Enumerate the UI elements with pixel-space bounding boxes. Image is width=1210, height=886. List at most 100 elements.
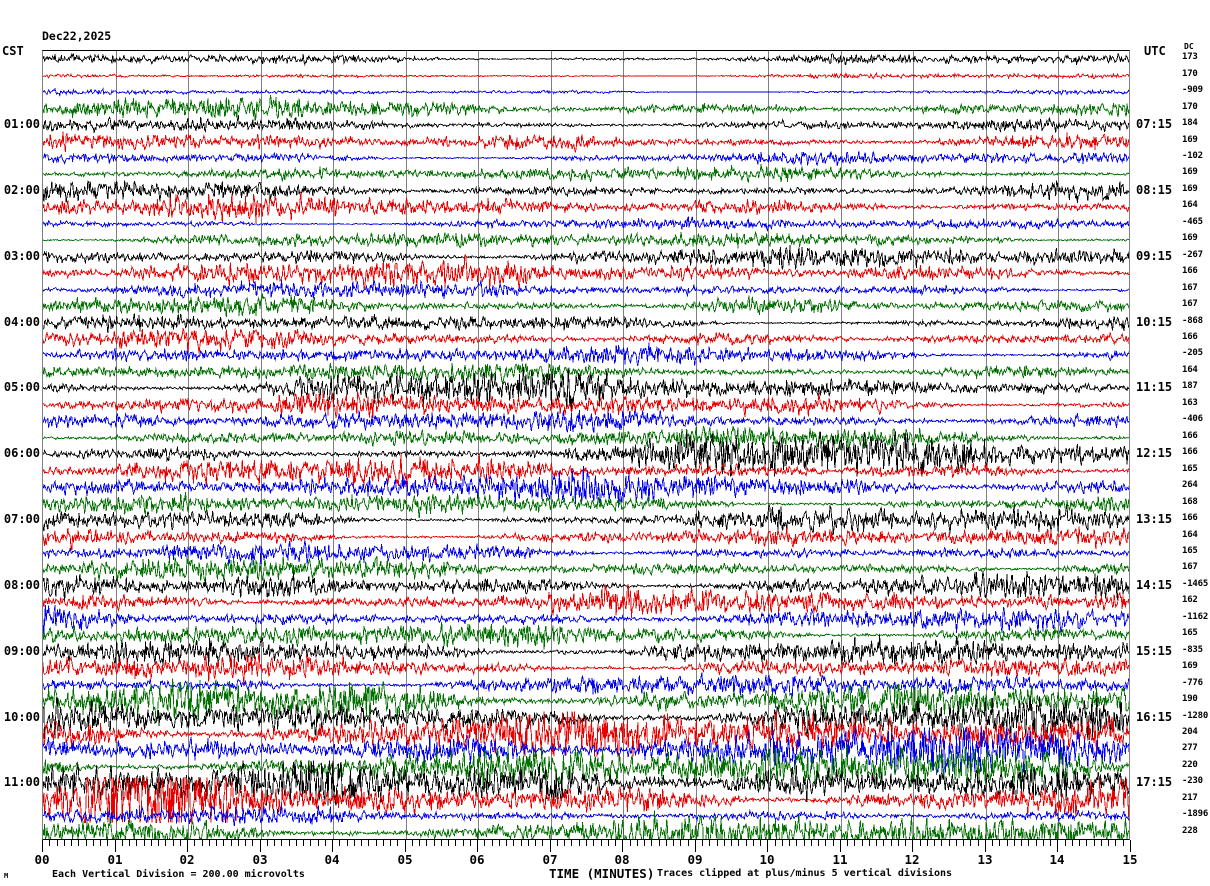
- trace-row: [43, 546, 1129, 592]
- gridline-minute-13: [986, 51, 987, 839]
- dc-value: 165: [1182, 463, 1198, 474]
- x-tick-minor: [811, 840, 812, 846]
- dc-value: 166: [1182, 430, 1198, 441]
- trace-row: [43, 168, 1129, 214]
- x-tick-minor: [194, 840, 195, 846]
- x-tick-minor: [165, 840, 166, 846]
- trace-row: [43, 217, 1129, 263]
- trace-row: [43, 810, 1129, 839]
- x-tick-minor: [542, 840, 543, 846]
- trace-row: [43, 514, 1129, 560]
- x-tick-minor: [1115, 840, 1116, 846]
- dc-value: 166: [1182, 266, 1198, 277]
- dc-value: 220: [1182, 759, 1198, 770]
- x-tick-major: [115, 840, 116, 852]
- x-tick-label: 01: [107, 852, 123, 867]
- dc-value: 184: [1182, 118, 1198, 129]
- x-tick-major: [1130, 840, 1131, 852]
- x-axis: 00 01 02 03 04 05 06 07 08 09 10 11 12 13 14 15: [34, 840, 1138, 867]
- hour-label-utc: 13:15: [1136, 512, 1173, 527]
- trace-row: [43, 415, 1129, 461]
- x-tick-major: [622, 840, 623, 852]
- trace-row: [43, 464, 1129, 510]
- x-tick-minor: [1108, 840, 1109, 846]
- x-tick-minor: [180, 840, 181, 846]
- x-tick-minor: [64, 840, 65, 846]
- x-tick-minor: [281, 840, 282, 846]
- x-tick-minor: [78, 840, 79, 846]
- dc-value: 170: [1182, 101, 1198, 112]
- dc-value: 187: [1182, 381, 1198, 392]
- gridline-minute-05: [406, 51, 407, 839]
- x-tick-minor: [637, 840, 638, 846]
- x-tick-minor: [630, 840, 631, 846]
- x-tick-minor: [535, 840, 536, 846]
- trace-row: [43, 267, 1129, 313]
- x-tick-minor: [528, 840, 529, 846]
- x-tick-minor: [136, 840, 137, 846]
- dc-value: 165: [1182, 545, 1198, 556]
- corner-glyph: M: [4, 872, 9, 880]
- x-tick-minor: [717, 840, 718, 846]
- x-tick-minor: [673, 840, 674, 846]
- hour-label-cst: 06:00: [3, 446, 40, 461]
- x-tick-minor: [1014, 840, 1015, 846]
- x-tick-minor: [296, 840, 297, 846]
- hour-label-utc: 11:15: [1136, 380, 1173, 395]
- hour-label-utc: 10:15: [1136, 314, 1173, 329]
- dc-value: -1162: [1182, 611, 1209, 622]
- dc-value: 173: [1182, 52, 1198, 63]
- trace-row: [43, 151, 1129, 197]
- x-tick-minor: [202, 840, 203, 846]
- trace-row: [43, 727, 1129, 774]
- trace-row: [43, 398, 1129, 444]
- x-tick-minor: [796, 840, 797, 846]
- x-tick-minor: [1086, 840, 1087, 846]
- x-tick-minor: [709, 840, 710, 846]
- trace-row: [43, 53, 1129, 99]
- x-tick-major: [767, 840, 768, 852]
- trace-row: [43, 382, 1129, 428]
- x-tick-minor: [571, 840, 572, 846]
- dc-value: 163: [1182, 397, 1198, 408]
- x-tick-minor: [963, 840, 964, 846]
- trace-row: [43, 776, 1129, 823]
- x-tick-minor: [949, 840, 950, 846]
- x-tick-minor: [310, 840, 311, 846]
- dc-value: -835: [1182, 644, 1203, 655]
- x-tick-minor: [941, 840, 942, 846]
- trace-row: [43, 760, 1129, 806]
- x-tick-minor: [151, 840, 152, 846]
- x-tick-minor: [231, 840, 232, 846]
- dc-value: 169: [1182, 183, 1198, 194]
- x-tick-minor: [209, 840, 210, 846]
- x-tick-minor: [847, 840, 848, 846]
- x-tick-minor: [782, 840, 783, 846]
- x-tick-label: 07: [542, 852, 558, 867]
- x-tick-major: [42, 840, 43, 852]
- x-tick-minor: [586, 840, 587, 846]
- dc-value: 264: [1182, 480, 1198, 491]
- x-tick-major: [550, 840, 551, 852]
- x-tick-minor: [390, 840, 391, 846]
- x-tick-minor: [876, 840, 877, 846]
- x-tick-minor: [463, 840, 464, 846]
- trace-row: [43, 69, 1129, 115]
- trace-row: [43, 695, 1129, 741]
- hour-label-cst: 07:00: [3, 512, 40, 527]
- dc-value: -1280: [1182, 710, 1209, 721]
- dc-value: 169: [1182, 134, 1198, 145]
- x-tick-minor: [615, 840, 616, 846]
- dc-value: -267: [1182, 249, 1203, 260]
- x-tick-minor: [129, 840, 130, 846]
- x-tick-minor: [1036, 840, 1037, 846]
- x-tick-minor: [731, 840, 732, 846]
- seismogram-plot: [42, 50, 1130, 840]
- x-tick-minor: [434, 840, 435, 846]
- dc-value: 167: [1182, 562, 1198, 573]
- x-tick-major: [477, 840, 478, 852]
- gridline-minute-08: [623, 51, 624, 839]
- x-tick-minor: [1094, 840, 1095, 846]
- gridline-minute-02: [188, 51, 189, 839]
- x-tick-minor: [448, 840, 449, 846]
